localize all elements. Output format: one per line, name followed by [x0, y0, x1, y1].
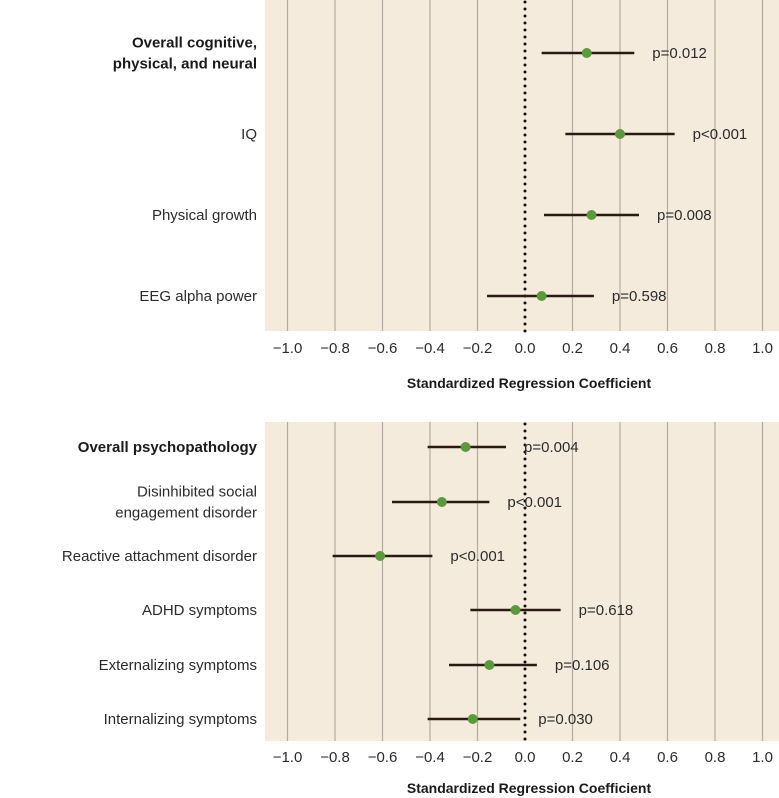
point-estimate: [510, 605, 521, 615]
x-tick-label: −0.8: [320, 749, 350, 766]
row-label: Overall psychopathology: [78, 439, 258, 456]
point-estimate: [460, 442, 471, 452]
p-value-label: p<0.001: [693, 126, 748, 143]
point-estimate: [467, 714, 478, 724]
x-tick-label: 0.8: [705, 749, 726, 766]
x-tick-label: −0.8: [320, 340, 350, 357]
x-tick-label: −0.4: [415, 340, 445, 357]
x-tick-label: −0.6: [368, 340, 398, 357]
p-value-label: p=0.008: [657, 207, 712, 224]
panel-1: Overall cognitive, physical, and neural p=…: [113, 0, 779, 391]
x-tick-label: −1.0: [273, 340, 303, 357]
row-label: IQ: [241, 126, 257, 143]
x-tick-label: 0.8: [705, 340, 726, 357]
p-value-label: p=0.004: [524, 439, 579, 456]
point-estimate: [581, 48, 592, 58]
x-tick-label: 0.6: [657, 749, 678, 766]
row-label: Disinhibited social: [137, 484, 257, 501]
p-value-label: p=0.106: [555, 657, 610, 674]
panel-2: Overall psychopathology p=0.004 Disinhibit…: [62, 422, 779, 796]
row-label: Internalizing symptoms: [104, 711, 257, 728]
p-value-label: p=0.012: [652, 45, 707, 62]
plot-background: [265, 0, 779, 331]
x-tick-label: −0.2: [463, 749, 493, 766]
x-tick-label: −1.0: [273, 749, 303, 766]
point-estimate: [375, 551, 386, 561]
point-estimate: [484, 660, 495, 670]
row-label: engagement disorder: [115, 505, 257, 522]
point-estimate: [536, 291, 547, 301]
row-label: Physical growth: [152, 207, 257, 224]
p-value-label: p<0.001: [507, 494, 562, 511]
x-tick-label: −0.4: [415, 749, 445, 766]
p-value-label: p<0.001: [450, 548, 505, 565]
x-tick-label: 0.2: [562, 749, 583, 766]
x-tick-label: 0.0: [515, 340, 536, 357]
p-value-label: p=0.598: [612, 288, 667, 305]
x-axis-title: Standardized Regression Coefficient: [407, 780, 652, 796]
row-label: Externalizing symptoms: [99, 657, 257, 674]
x-tick-label: 0.4: [610, 340, 631, 357]
row-label: Overall cognitive,: [132, 35, 257, 52]
point-estimate: [615, 129, 625, 139]
x-tick-label: 1.0: [752, 340, 773, 357]
row-label: EEG alpha power: [139, 288, 257, 305]
row-label: physical, and neural: [113, 56, 257, 73]
p-value-label: p=0.618: [579, 602, 634, 619]
x-axis-title: Standardized Regression Coefficient: [407, 375, 652, 391]
point-estimate: [436, 497, 447, 507]
plot-background: [265, 422, 779, 741]
x-tick-label: −0.6: [368, 749, 398, 766]
x-tick-label: 1.0: [752, 749, 773, 766]
x-tick-label: 0.4: [610, 749, 631, 766]
p-value-label: p=0.030: [538, 711, 593, 728]
x-tick-label: 0.2: [562, 340, 583, 357]
point-estimate: [586, 210, 597, 220]
x-tick-label: 0.0: [515, 749, 536, 766]
row-label: Reactive attachment disorder: [62, 548, 257, 565]
row-label: ADHD symptoms: [142, 602, 257, 619]
x-tick-label: −0.2: [463, 340, 493, 357]
x-tick-label: 0.6: [657, 340, 678, 357]
